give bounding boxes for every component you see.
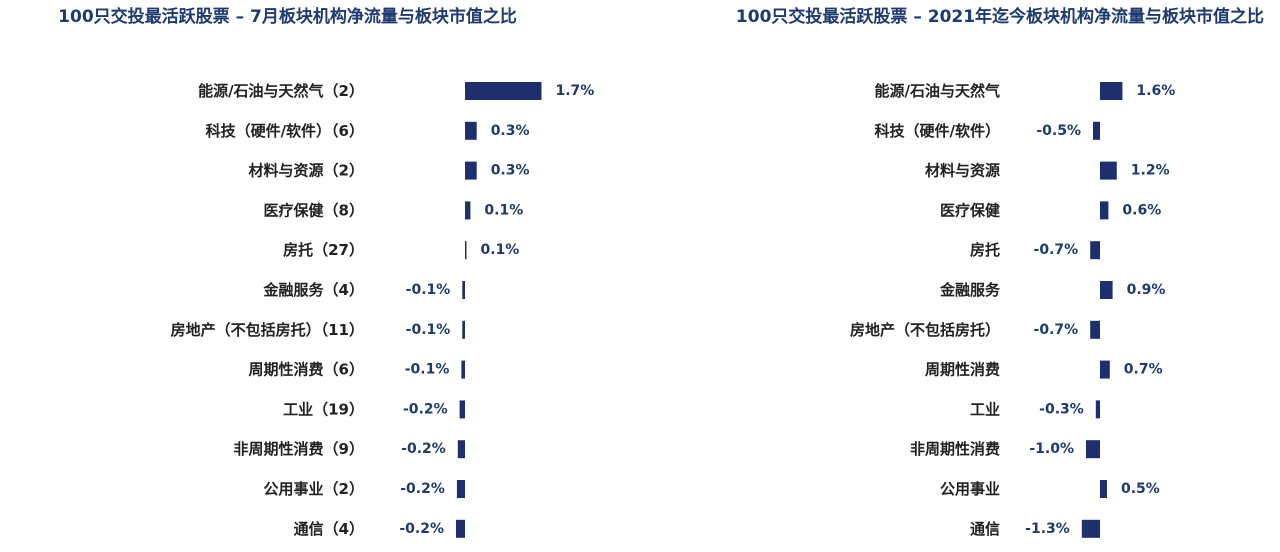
data-label: 0.1%: [481, 242, 520, 258]
data-label: -0.2%: [400, 481, 445, 497]
category-label: 公用事业（2）: [264, 480, 364, 498]
category-label: 工业（19）: [283, 400, 364, 418]
bar: [465, 82, 542, 100]
category-label: 周期性消费: [925, 361, 1000, 379]
category-label: 房托: [970, 241, 1000, 259]
category-label: 通信: [970, 520, 1000, 538]
bar: [459, 400, 465, 419]
bar: [1086, 440, 1100, 459]
data-label: -0.7%: [1034, 322, 1079, 338]
chart-title-left: 100只交投最活跃股票 – 7月板块机构净流量与板块市值之比: [58, 7, 517, 27]
data-label: -0.5%: [1036, 123, 1081, 139]
data-label: -0.7%: [1034, 242, 1079, 258]
data-label: 0.1%: [484, 202, 523, 218]
bar: [456, 519, 465, 538]
category-label: 房地产（不包括房托）: [850, 321, 1000, 339]
data-label: 0.7%: [1124, 362, 1163, 378]
data-label: 0.9%: [1127, 282, 1166, 298]
chart-title-right: 100只交投最活跃股票 – 2021年迄今板块机构净流量与板块市值之比: [735, 7, 1265, 27]
category-label: 非周期性消费: [910, 440, 1000, 458]
data-label: -0.2%: [399, 521, 444, 537]
bar: [465, 241, 467, 260]
bar: [456, 480, 465, 498]
category-label: 能源/石油与天然气（2）: [198, 82, 364, 100]
category-label: 医疗保健: [940, 201, 1000, 219]
data-label: 0.5%: [1121, 481, 1160, 497]
bar: [1081, 519, 1100, 538]
category-label: 科技（硬件/软件）: [875, 122, 1000, 140]
data-label: -1.0%: [1029, 441, 1074, 457]
bar: [465, 121, 477, 140]
bar: [461, 360, 465, 379]
data-label: -0.2%: [403, 401, 448, 417]
category-label: 周期性消费（6）: [249, 361, 364, 379]
data-label: 1.6%: [1136, 83, 1175, 99]
data-label: 0.3%: [491, 163, 530, 179]
category-label: 工业: [970, 400, 1000, 418]
category-label: 非周期性消费（9）: [234, 440, 364, 458]
bar: [1090, 320, 1100, 339]
bar: [1100, 161, 1117, 180]
bar: [1095, 400, 1100, 419]
bar: [1100, 360, 1110, 379]
category-label: 公用事业: [940, 480, 1000, 498]
bar-chart-july: 能源/石油与天然气（2） 1.7% 科技（硬件/软件）（6） 0.3% 材料与资源（2）…: [171, 82, 595, 538]
bar-chart-ytd: 能源/石油与天然气 1.6% 科技（硬件/软件） -0.5% 材料与资源 1.2% 医疗保健…: [850, 82, 1175, 538]
bar: [1100, 480, 1107, 498]
bar: [462, 281, 465, 299]
bar: [1100, 281, 1113, 299]
data-label: -0.1%: [405, 362, 450, 378]
bar: [465, 201, 471, 220]
data-label: -0.1%: [406, 322, 451, 338]
category-label: 房地产（不包括房托）（11）: [171, 321, 364, 339]
category-label: 能源/石油与天然气: [875, 82, 1000, 100]
data-label: -0.2%: [401, 441, 446, 457]
data-label: 0.6%: [1122, 202, 1161, 218]
category-label: 科技（硬件/软件）（6）: [206, 122, 364, 140]
bar: [1090, 241, 1100, 260]
bar: [465, 161, 477, 180]
bar: [462, 320, 465, 339]
category-label: 房托（27）: [283, 241, 364, 259]
category-label: 材料与资源: [925, 162, 1000, 180]
category-label: 材料与资源（2）: [249, 162, 364, 180]
data-label: 0.3%: [491, 123, 530, 139]
data-label: 1.7%: [556, 83, 595, 99]
bar: [457, 440, 465, 459]
category-label: 金融服务: [939, 281, 1001, 299]
category-label: 金融服务（4）: [263, 281, 364, 299]
bar: [1100, 82, 1123, 100]
data-label: -0.1%: [406, 282, 451, 298]
category-label: 医疗保健（8）: [264, 201, 364, 219]
bar: [1093, 121, 1100, 140]
data-label: -0.3%: [1039, 401, 1084, 417]
data-label: -1.3%: [1025, 521, 1070, 537]
category-label: 通信（4）: [294, 520, 364, 538]
bar: [1100, 201, 1109, 220]
data-label: 1.2%: [1131, 163, 1170, 179]
